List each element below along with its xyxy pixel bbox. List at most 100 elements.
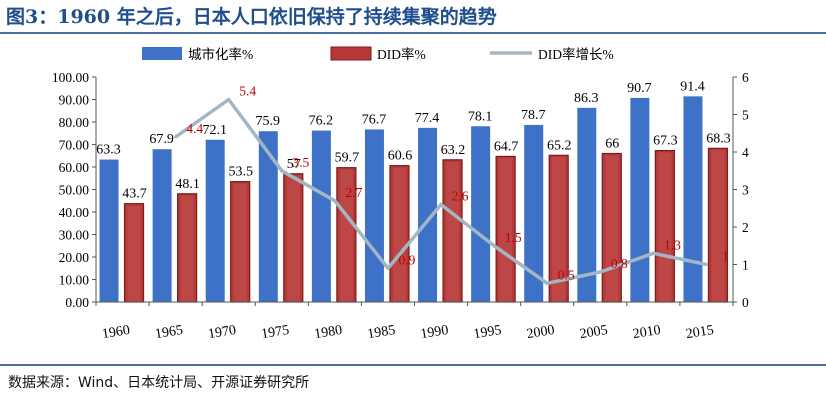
data-label-urban: 91.4: [680, 79, 705, 94]
data-label-urban: 75.9: [256, 114, 281, 129]
data-label-growth: 0.8: [611, 256, 628, 271]
data-label-urban: 86.3: [574, 91, 599, 106]
growth-point: [704, 263, 708, 266]
bar-did-highlight: [499, 158, 513, 302]
y-tick-label-right: 6: [742, 70, 749, 85]
bar-did-highlight: [711, 150, 725, 302]
y-tick-label-right: 5: [742, 108, 749, 123]
data-label-did: 67.3: [653, 134, 678, 149]
x-tick-label: 1995: [473, 323, 503, 342]
growth-point: [174, 135, 178, 139]
data-label-did: 57: [287, 157, 301, 172]
y-tick-label-left: 20.00: [59, 250, 90, 265]
data-label-urban: 72.1: [202, 123, 227, 138]
x-tick-label: 1980: [313, 323, 343, 342]
x-tick-label: 1990: [419, 323, 449, 342]
bar-urban: [630, 97, 650, 302]
growth-point: [333, 199, 337, 203]
y-tick-label-left: 0.00: [65, 295, 89, 310]
y-tick-label-left: 60.00: [59, 160, 90, 175]
data-label-growth: 2.6: [452, 189, 469, 204]
bars: [99, 96, 729, 303]
legend-swatch-did: [330, 46, 372, 61]
data-label-growth: 3.5: [292, 155, 309, 170]
data-label-urban: 78.1: [468, 109, 493, 124]
x-tick-label: 1960: [101, 323, 131, 342]
data-label-growth: 5.4: [239, 84, 256, 99]
data-label-growth: 1.5: [505, 230, 522, 245]
growth-point: [386, 266, 390, 270]
data-label-growth: 1: [722, 249, 729, 264]
data-label-did: 68.3: [706, 131, 731, 146]
y-tick-label-right: 4: [742, 145, 749, 160]
legend-swatch-urban: [142, 47, 182, 60]
bar-urban: [258, 131, 278, 302]
y-tick-label-right: 2: [742, 220, 749, 235]
bar-did-highlight: [552, 157, 566, 302]
data-label-urban: 63.3: [96, 143, 121, 158]
y-tick-label-left: 50.00: [59, 183, 90, 198]
x-tick-label: 2010: [632, 323, 662, 342]
x-tick-label: 1985: [366, 323, 396, 342]
y-tick-label-left: 90.00: [59, 93, 90, 108]
data-label-did: 63.2: [441, 143, 466, 158]
x-tick-label: 1965: [154, 323, 184, 342]
y-tick-label-left: 80.00: [59, 115, 90, 130]
x-tick-label: 1975: [260, 323, 290, 342]
bar-urban: [471, 126, 491, 303]
data-label-did: 65.2: [547, 138, 572, 153]
bar-urban: [683, 96, 703, 302]
data-label-urban: 90.7: [627, 81, 652, 96]
bar-did-highlight: [127, 205, 141, 302]
data-label-urban: 67.9: [149, 132, 174, 147]
data-label-did: 64.7: [494, 139, 519, 154]
data-labels: 63.3 67.9 72.1 75.9 76.2 76.7 77.4 78.1 78.7 86.3…: [96, 79, 730, 282]
data-label-growth: 2.7: [345, 185, 362, 200]
legend: 城市化率% DID率% DID率增长%: [142, 46, 614, 62]
axes: 0.00 10.00 20.00 30.00 40.00 50.00 60.00 70.00 8…: [52, 70, 749, 342]
chart: 城市化率% DID率% DID率增长% 0.0010.0020.0030.0040.…: [52, 46, 749, 342]
bar-urban: [311, 130, 331, 302]
bar-did-highlight: [392, 167, 406, 302]
bar-urban: [152, 149, 172, 302]
bar-urban: [577, 107, 597, 302]
y-tick-label-left: 40.00: [59, 205, 90, 220]
bar-urban: [99, 159, 119, 302]
title-rule: [0, 32, 826, 34]
bar-did-highlight: [286, 175, 300, 302]
x-tick-label: 1970: [207, 323, 237, 342]
growth-point: [439, 203, 443, 206]
bar-did-highlight: [180, 195, 194, 302]
bar-did-highlight: [658, 152, 672, 302]
data-label-did: 53.5: [228, 165, 253, 180]
data-label-did: 60.6: [388, 149, 413, 164]
legend-label-growth: DID率增长%: [538, 46, 614, 62]
y-tick-label-right: 3: [742, 183, 749, 198]
source-note: 数据来源：Wind、日本统计局、开源证券研究所: [8, 375, 310, 391]
growth-point: [227, 98, 231, 101]
y-tick-label-left: 10.00: [59, 273, 90, 288]
bar-did-highlight: [339, 169, 353, 302]
y-tick-label-right: 1: [742, 258, 749, 273]
bar-urban: [418, 127, 438, 302]
y-tick-label-left: 70.00: [59, 138, 90, 153]
bar-urban: [524, 124, 544, 302]
growth-point: [598, 270, 602, 274]
growth-point: [492, 244, 496, 248]
x-tick-label: 2000: [526, 323, 556, 342]
source-rule: [0, 364, 826, 366]
growth-line: [174, 97, 708, 286]
y-tick-label-left: 100.00: [52, 70, 89, 85]
x-tick-label: 2005: [579, 323, 609, 342]
legend-label-did: DID率%: [377, 46, 426, 62]
x-tick-label: 2015: [685, 323, 715, 342]
data-label-urban: 78.7: [521, 108, 546, 123]
data-label-growth: 4.4: [186, 121, 203, 136]
y-tick-label-left: 30.00: [59, 228, 90, 243]
growth-point: [651, 251, 655, 255]
data-label-urban: 76.2: [309, 114, 334, 129]
y-tick-label-right: 0: [742, 295, 749, 310]
legend-label-urban: 城市化率%: [188, 46, 253, 62]
data-label-did: 59.7: [335, 151, 360, 166]
data-label-growth: 0.9: [399, 252, 416, 267]
